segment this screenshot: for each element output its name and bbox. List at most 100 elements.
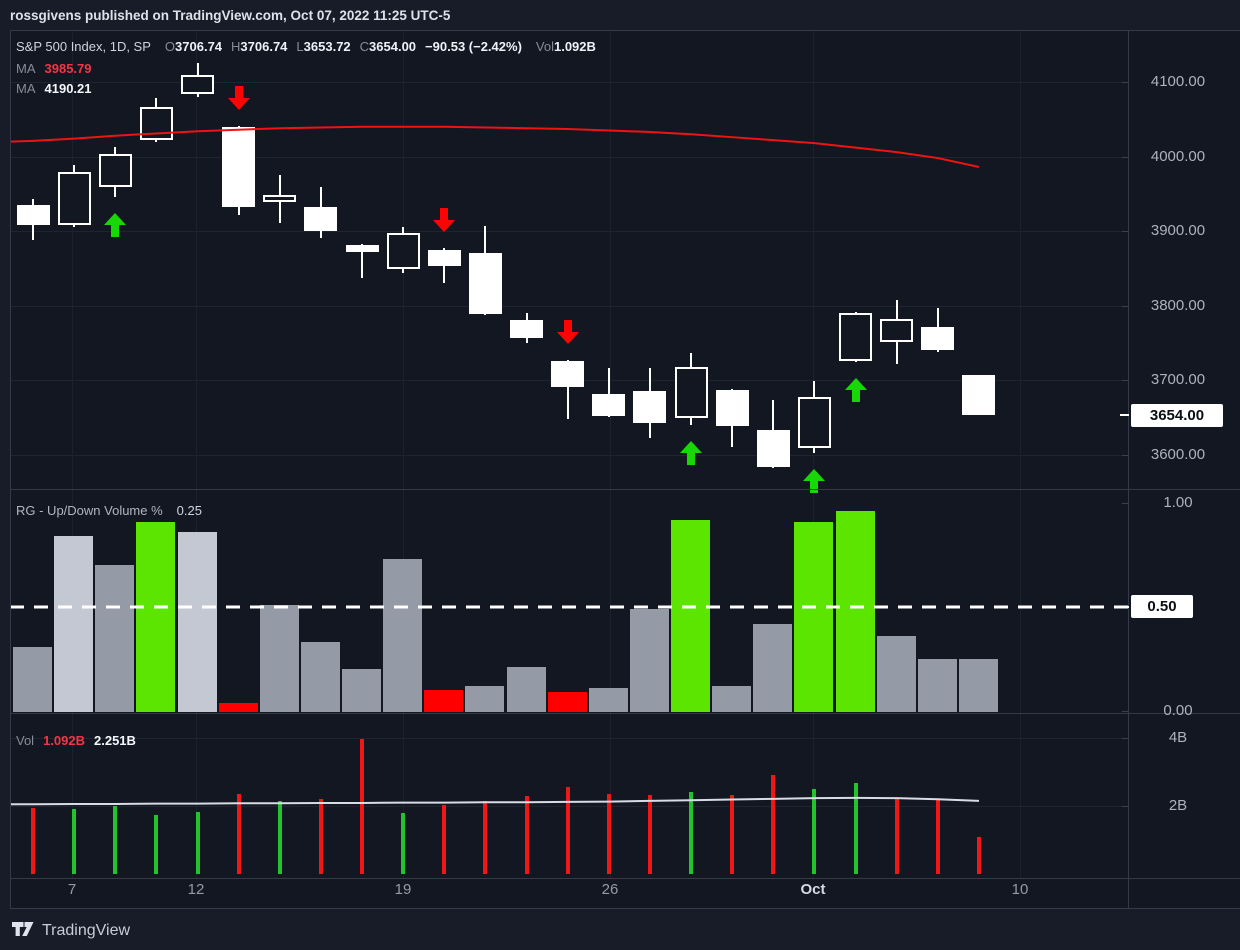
candle-body-down — [592, 393, 626, 417]
main-legend: S&P 500 Index, 1D, SP O3706.74 H3706.74 L36… — [16, 39, 596, 54]
candle-body-up — [98, 154, 132, 188]
price-gridline — [10, 82, 1128, 83]
price-gridline — [10, 306, 1128, 307]
axis-tick-mark — [1122, 231, 1128, 232]
sell-signal-arrow-icon — [556, 320, 579, 345]
date-gridline — [1020, 30, 1021, 878]
volume-bar — [360, 739, 365, 874]
date-axis-label: Oct — [800, 881, 826, 898]
last-price-tick — [1120, 414, 1129, 416]
ma-slow-legend: MA 4190.21 — [16, 81, 92, 96]
volume-bar — [524, 796, 529, 874]
candle-body-up — [386, 232, 420, 270]
volume-bar — [236, 794, 241, 874]
candle-body-down — [222, 126, 256, 208]
candle-wick — [361, 243, 364, 279]
volume-axis-label: 2B — [1168, 797, 1188, 814]
rg-volume-bar — [136, 521, 176, 712]
tradingview-logo-icon — [12, 922, 34, 939]
rg-volume-bar — [835, 511, 875, 712]
ma-fast-label: MA — [16, 61, 36, 76]
frame-bottom — [10, 908, 1240, 909]
volume-bar — [565, 786, 570, 874]
rg-volume-bar — [917, 659, 957, 712]
price-axis-label: 3700.00 — [1150, 371, 1206, 388]
vol-ma-value: 2.251B — [94, 733, 136, 748]
axis-tick-mark — [1122, 503, 1128, 504]
rg-volume-bar — [300, 642, 340, 712]
price-axis-divider — [1128, 30, 1129, 908]
rg-volume-bar — [671, 519, 711, 712]
last-price-badge: 3654.00 — [1131, 404, 1223, 427]
axis-tick-mark — [1122, 738, 1128, 739]
rg-volume-bar — [259, 604, 299, 712]
rg-volume-bar — [95, 565, 135, 712]
buy-signal-arrow-icon — [680, 441, 703, 466]
rg-volume-bar — [629, 609, 669, 712]
volume-bar — [195, 812, 200, 874]
date-gridline — [72, 30, 73, 878]
volume-bar — [113, 806, 118, 874]
date-axis-label: 10 — [1011, 881, 1029, 898]
rg-volume-bar — [588, 688, 628, 712]
high-value: 3706.74 — [240, 39, 288, 54]
candle-body-down — [345, 244, 379, 253]
tradingview-wordmark: TradingView — [42, 922, 131, 939]
candle-wick — [566, 360, 569, 420]
rg-volume-bar — [177, 532, 217, 712]
price-axis-label: 3600.00 — [1150, 446, 1206, 463]
candle-body-up — [181, 75, 215, 94]
candle-wick — [607, 367, 610, 417]
rg-volume-bar — [342, 669, 382, 712]
rg-volume-bar — [465, 686, 505, 712]
rg-volume-bar — [424, 690, 464, 712]
axis-tick-mark — [1122, 455, 1128, 456]
candle-body-up — [797, 396, 831, 449]
rg-volume-bar — [712, 686, 752, 712]
high-label: H — [231, 39, 241, 54]
candle-body-down — [468, 252, 502, 314]
rg-indicator-value: 0.25 — [176, 503, 202, 518]
candle-body-down — [756, 430, 790, 467]
rg-volume-bar — [794, 521, 834, 712]
volume-bar — [935, 799, 940, 874]
price-axis-label: 3800.00 — [1150, 297, 1206, 314]
frame-top — [10, 30, 1240, 31]
frame-left — [10, 30, 11, 908]
candle-body-up — [880, 319, 914, 343]
volume-value: 1.092B — [553, 39, 596, 54]
rg-threshold-badge: 0.50 — [1131, 595, 1193, 618]
candle-body-up — [139, 107, 173, 141]
price-gridline — [10, 231, 1128, 232]
candle-body-up — [674, 366, 708, 418]
ma-slow-label: MA — [16, 81, 36, 96]
rg-volume-bar — [876, 636, 916, 712]
candle-body-down — [551, 360, 585, 387]
price-axis-label: 4000.00 — [1150, 148, 1206, 165]
close-value: 3654.00 — [369, 39, 417, 54]
pane-separator-volume-dates — [10, 878, 1240, 879]
sell-signal-arrow-icon — [433, 208, 456, 233]
volume-bar — [647, 795, 652, 874]
axis-tick-mark — [1122, 157, 1128, 158]
rg-volume-bar — [506, 667, 546, 712]
date-axis-label: 19 — [394, 881, 412, 898]
candle-body-up — [263, 194, 297, 203]
publish-header: rossgivens published on TradingView.com,… — [10, 8, 451, 23]
tradingview-footer-link[interactable]: TradingView — [12, 920, 312, 944]
date-axis-label: 7 — [67, 881, 77, 898]
rg-axis-label: 1.00 — [1163, 494, 1193, 511]
volume-bar — [689, 792, 694, 874]
date-gridline — [610, 30, 611, 878]
ma-slow-value: 4190.21 — [44, 81, 92, 96]
ma-fast-legend: MA 3985.79 — [16, 61, 92, 76]
candle-body-down — [921, 326, 955, 350]
symbol-title: S&P 500 Index, 1D, SP — [16, 39, 151, 54]
volume-bar — [31, 808, 35, 874]
volume-bar — [812, 788, 817, 874]
candle-body-up — [839, 313, 873, 361]
chart-background[interactable] — [10, 30, 1240, 908]
volume-pane-legend: Vol 1.092B 2.251B — [16, 733, 136, 748]
volume-bar — [72, 809, 77, 874]
volume-bar — [154, 814, 159, 874]
